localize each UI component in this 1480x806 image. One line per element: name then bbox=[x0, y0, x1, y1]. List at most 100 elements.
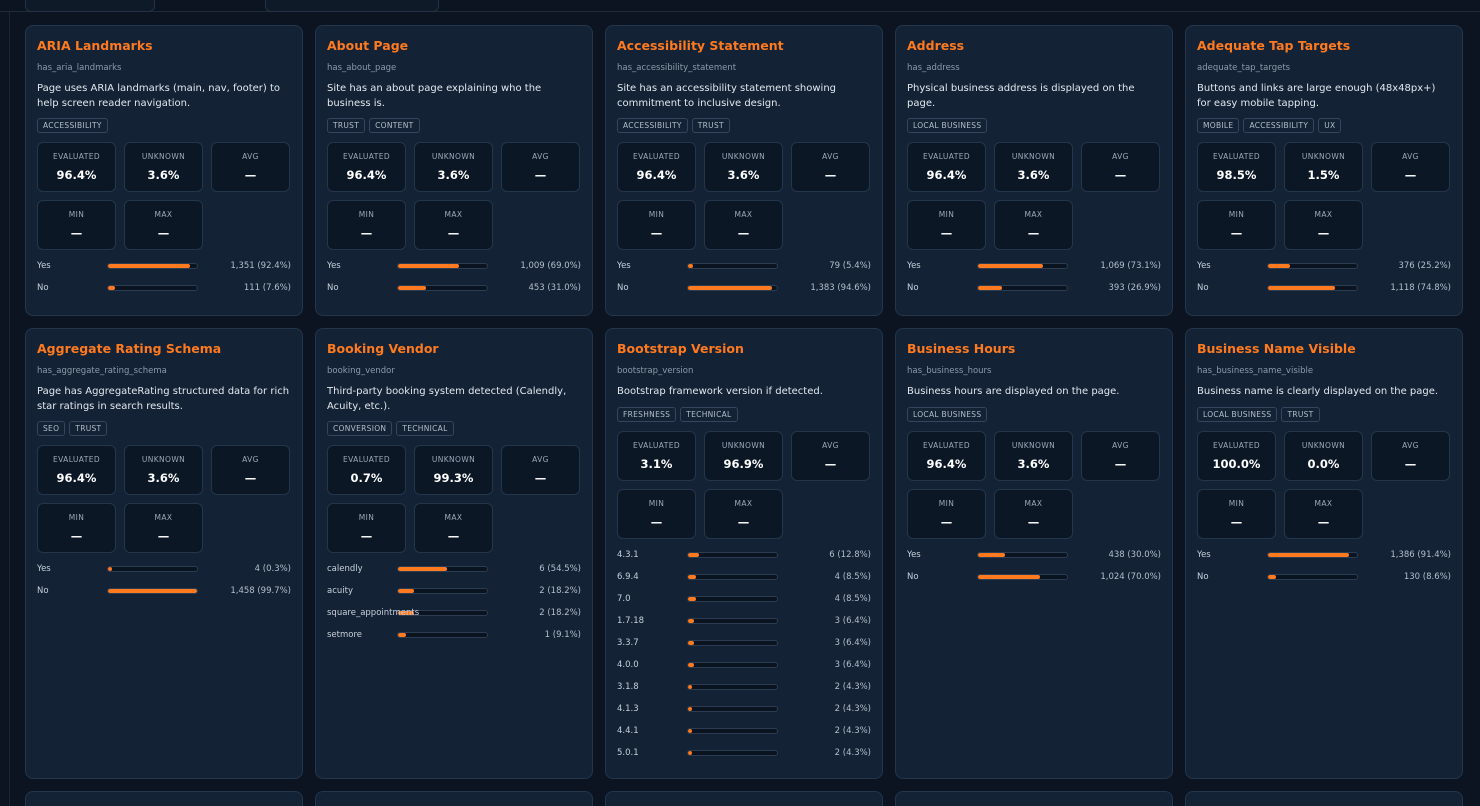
bar-value: 376 (25.2%) bbox=[1398, 261, 1451, 271]
stat-max-value: — bbox=[157, 529, 170, 543]
bar-value: 4 (0.3%) bbox=[254, 564, 291, 574]
tag-badge: CONTENT bbox=[369, 118, 420, 133]
stat-avg-value: — bbox=[1404, 456, 1417, 471]
metric-card: ARIA Landmarks has_aria_landmarks Page u… bbox=[25, 25, 303, 316]
stat-min-label: MIN bbox=[648, 210, 665, 219]
stat-evaluated: EVALUATED 96.4% bbox=[37, 142, 116, 192]
stat-evaluated-value: 96.4% bbox=[56, 168, 97, 182]
bar-track bbox=[1267, 285, 1358, 291]
bar-value: 2 (4.3%) bbox=[834, 725, 871, 736]
tag-list: SEO TRUST bbox=[37, 421, 291, 436]
distribution-bars: Yes 4 (0.3%) No 1,458 (99.7%) bbox=[37, 562, 291, 598]
stat-avg-label: AVG bbox=[1112, 152, 1129, 161]
bar-track bbox=[1267, 551, 1358, 558]
stat-avg-value: — bbox=[534, 471, 547, 485]
bar-value: 1,118 (74.8%) bbox=[1390, 283, 1451, 293]
stat-grid: EVALUATED 96.4% UNKNOWN 3.6% AVG — MIN — MAX — bbox=[37, 142, 291, 250]
toolbar-control-right[interactable] bbox=[265, 0, 439, 12]
tag-badge: ACCESSIBILITY bbox=[37, 118, 108, 133]
stat-evaluated: EVALUATED 98.5% bbox=[1197, 142, 1276, 192]
stat-min-label: MIN bbox=[1228, 210, 1245, 219]
bar-value: 4 (8.5%) bbox=[834, 571, 871, 582]
bar-label: No bbox=[1197, 283, 1209, 293]
bar-fill bbox=[398, 611, 415, 615]
stat-evaluated-value: 96.4% bbox=[636, 168, 677, 182]
bar-fill bbox=[398, 264, 460, 268]
tag-badge: LOCAL BUSINESS bbox=[907, 118, 988, 133]
stat-avg-label: AVG bbox=[242, 455, 259, 464]
bar-row: No 393 (26.9%) bbox=[907, 281, 1161, 295]
bar-fill bbox=[1268, 552, 1350, 557]
bar-fill bbox=[398, 567, 447, 571]
bar-track bbox=[687, 617, 778, 624]
stat-max-label: MAX bbox=[734, 210, 753, 219]
stat-min: MIN — bbox=[327, 503, 406, 553]
bar-fill bbox=[978, 574, 1041, 579]
stat-unknown-value: 3.6% bbox=[1017, 168, 1050, 182]
card-key: has_business_name_visible bbox=[1197, 366, 1314, 376]
bar-fill bbox=[978, 286, 1002, 290]
bar-fill bbox=[688, 264, 693, 268]
bar-value: 111 (7.6%) bbox=[243, 283, 291, 293]
bar-row: 4.1.3 2 (4.3%) bbox=[617, 702, 871, 716]
stat-evaluated-value: 96.4% bbox=[56, 471, 97, 485]
bar-row: 4.4.1 2 (4.3%) bbox=[617, 724, 871, 738]
stat-evaluated: EVALUATED 100.0% bbox=[1197, 430, 1276, 481]
stat-evaluated-label: EVALUATED bbox=[1212, 152, 1261, 161]
tag-list: LOCAL BUSINESS bbox=[907, 118, 1161, 133]
distribution-bars: Yes 376 (25.2%) No 1,118 (74.8%) bbox=[1197, 259, 1451, 295]
bar-fill bbox=[978, 552, 1005, 557]
distribution-bars: Yes 79 (5.4%) No 1,383 (94.6%) bbox=[617, 259, 871, 295]
stat-min-label: MIN bbox=[938, 498, 955, 508]
tag-badge: ACCESSIBILITY bbox=[1243, 118, 1315, 133]
bar-row: 7.0 4 (8.5%) bbox=[617, 592, 871, 606]
card-key: has_aggregate_rating_schema bbox=[37, 366, 167, 376]
stat-min-value: — bbox=[940, 226, 953, 240]
stat-unknown: UNKNOWN 0.0% bbox=[1284, 430, 1363, 481]
bar-value: 6 (12.8%) bbox=[829, 549, 871, 560]
stat-min: MIN — bbox=[327, 200, 406, 250]
bar-fill bbox=[688, 662, 694, 667]
bar-row: No 1,383 (94.6%) bbox=[617, 281, 871, 295]
bar-row: Yes 4 (0.3%) bbox=[37, 562, 291, 576]
card-title: Aggregate Rating Schema bbox=[37, 341, 222, 356]
bar-row: No 130 (8.6%) bbox=[1197, 570, 1451, 584]
stat-unknown-label: UNKNOWN bbox=[141, 152, 186, 161]
bar-label: 5.0.1 bbox=[617, 747, 639, 758]
bar-value: 438 (30.0%) bbox=[1108, 549, 1161, 560]
bar-fill bbox=[1268, 286, 1335, 290]
stat-unknown: UNKNOWN 99.3% bbox=[414, 445, 493, 495]
bar-row: Yes 1,009 (69.0%) bbox=[327, 259, 581, 273]
stat-evaluated-label: EVALUATED bbox=[52, 455, 101, 464]
stat-evaluated-label: EVALUATED bbox=[342, 152, 391, 161]
stat-unknown: UNKNOWN 3.6% bbox=[994, 430, 1073, 481]
stat-max: MAX — bbox=[1284, 488, 1363, 539]
left-rail bbox=[0, 12, 10, 806]
bar-row: 3.1.8 2 (4.3%) bbox=[617, 680, 871, 694]
bar-track bbox=[687, 683, 778, 690]
card-description: Business hours are displayed on the page… bbox=[907, 386, 1120, 397]
toolbar-control-left[interactable] bbox=[25, 0, 155, 12]
stat-unknown: UNKNOWN 1.5% bbox=[1284, 142, 1363, 192]
bar-label: 1.7.18 bbox=[617, 615, 645, 626]
stat-max-value: — bbox=[447, 226, 460, 240]
stat-grid: EVALUATED 100.0% UNKNOWN 0.0% AVG — MIN — MAX — bbox=[1197, 430, 1451, 539]
stat-min-value: — bbox=[1230, 514, 1243, 529]
stat-evaluated-label: EVALUATED bbox=[52, 152, 101, 161]
stat-max-value: — bbox=[1317, 514, 1330, 529]
card-description: Business name is clearly displayed on th… bbox=[1197, 386, 1439, 397]
bar-label: 3.3.7 bbox=[617, 637, 639, 648]
metric-card-grid: ARIA Landmarks has_aria_landmarks Page u… bbox=[25, 25, 1463, 806]
distribution-bars: Yes 1,386 (91.4%) No 130 (8.6%) bbox=[1197, 548, 1451, 584]
metric-card: Booking Vendor booking_vendor Third-part… bbox=[315, 328, 593, 779]
bar-fill bbox=[688, 618, 694, 623]
bar-track bbox=[977, 263, 1068, 269]
bar-value: 453 (31.0%) bbox=[528, 283, 581, 293]
bar-label: Yes bbox=[907, 549, 921, 560]
tag-list: CONVERSION TECHNICAL bbox=[327, 421, 581, 436]
bar-track bbox=[397, 610, 488, 616]
card-title: Bootstrap Version bbox=[617, 341, 744, 356]
bar-label: No bbox=[1197, 571, 1209, 582]
stat-min: MIN — bbox=[907, 200, 986, 250]
bar-value: 1 (9.1%) bbox=[544, 630, 581, 640]
